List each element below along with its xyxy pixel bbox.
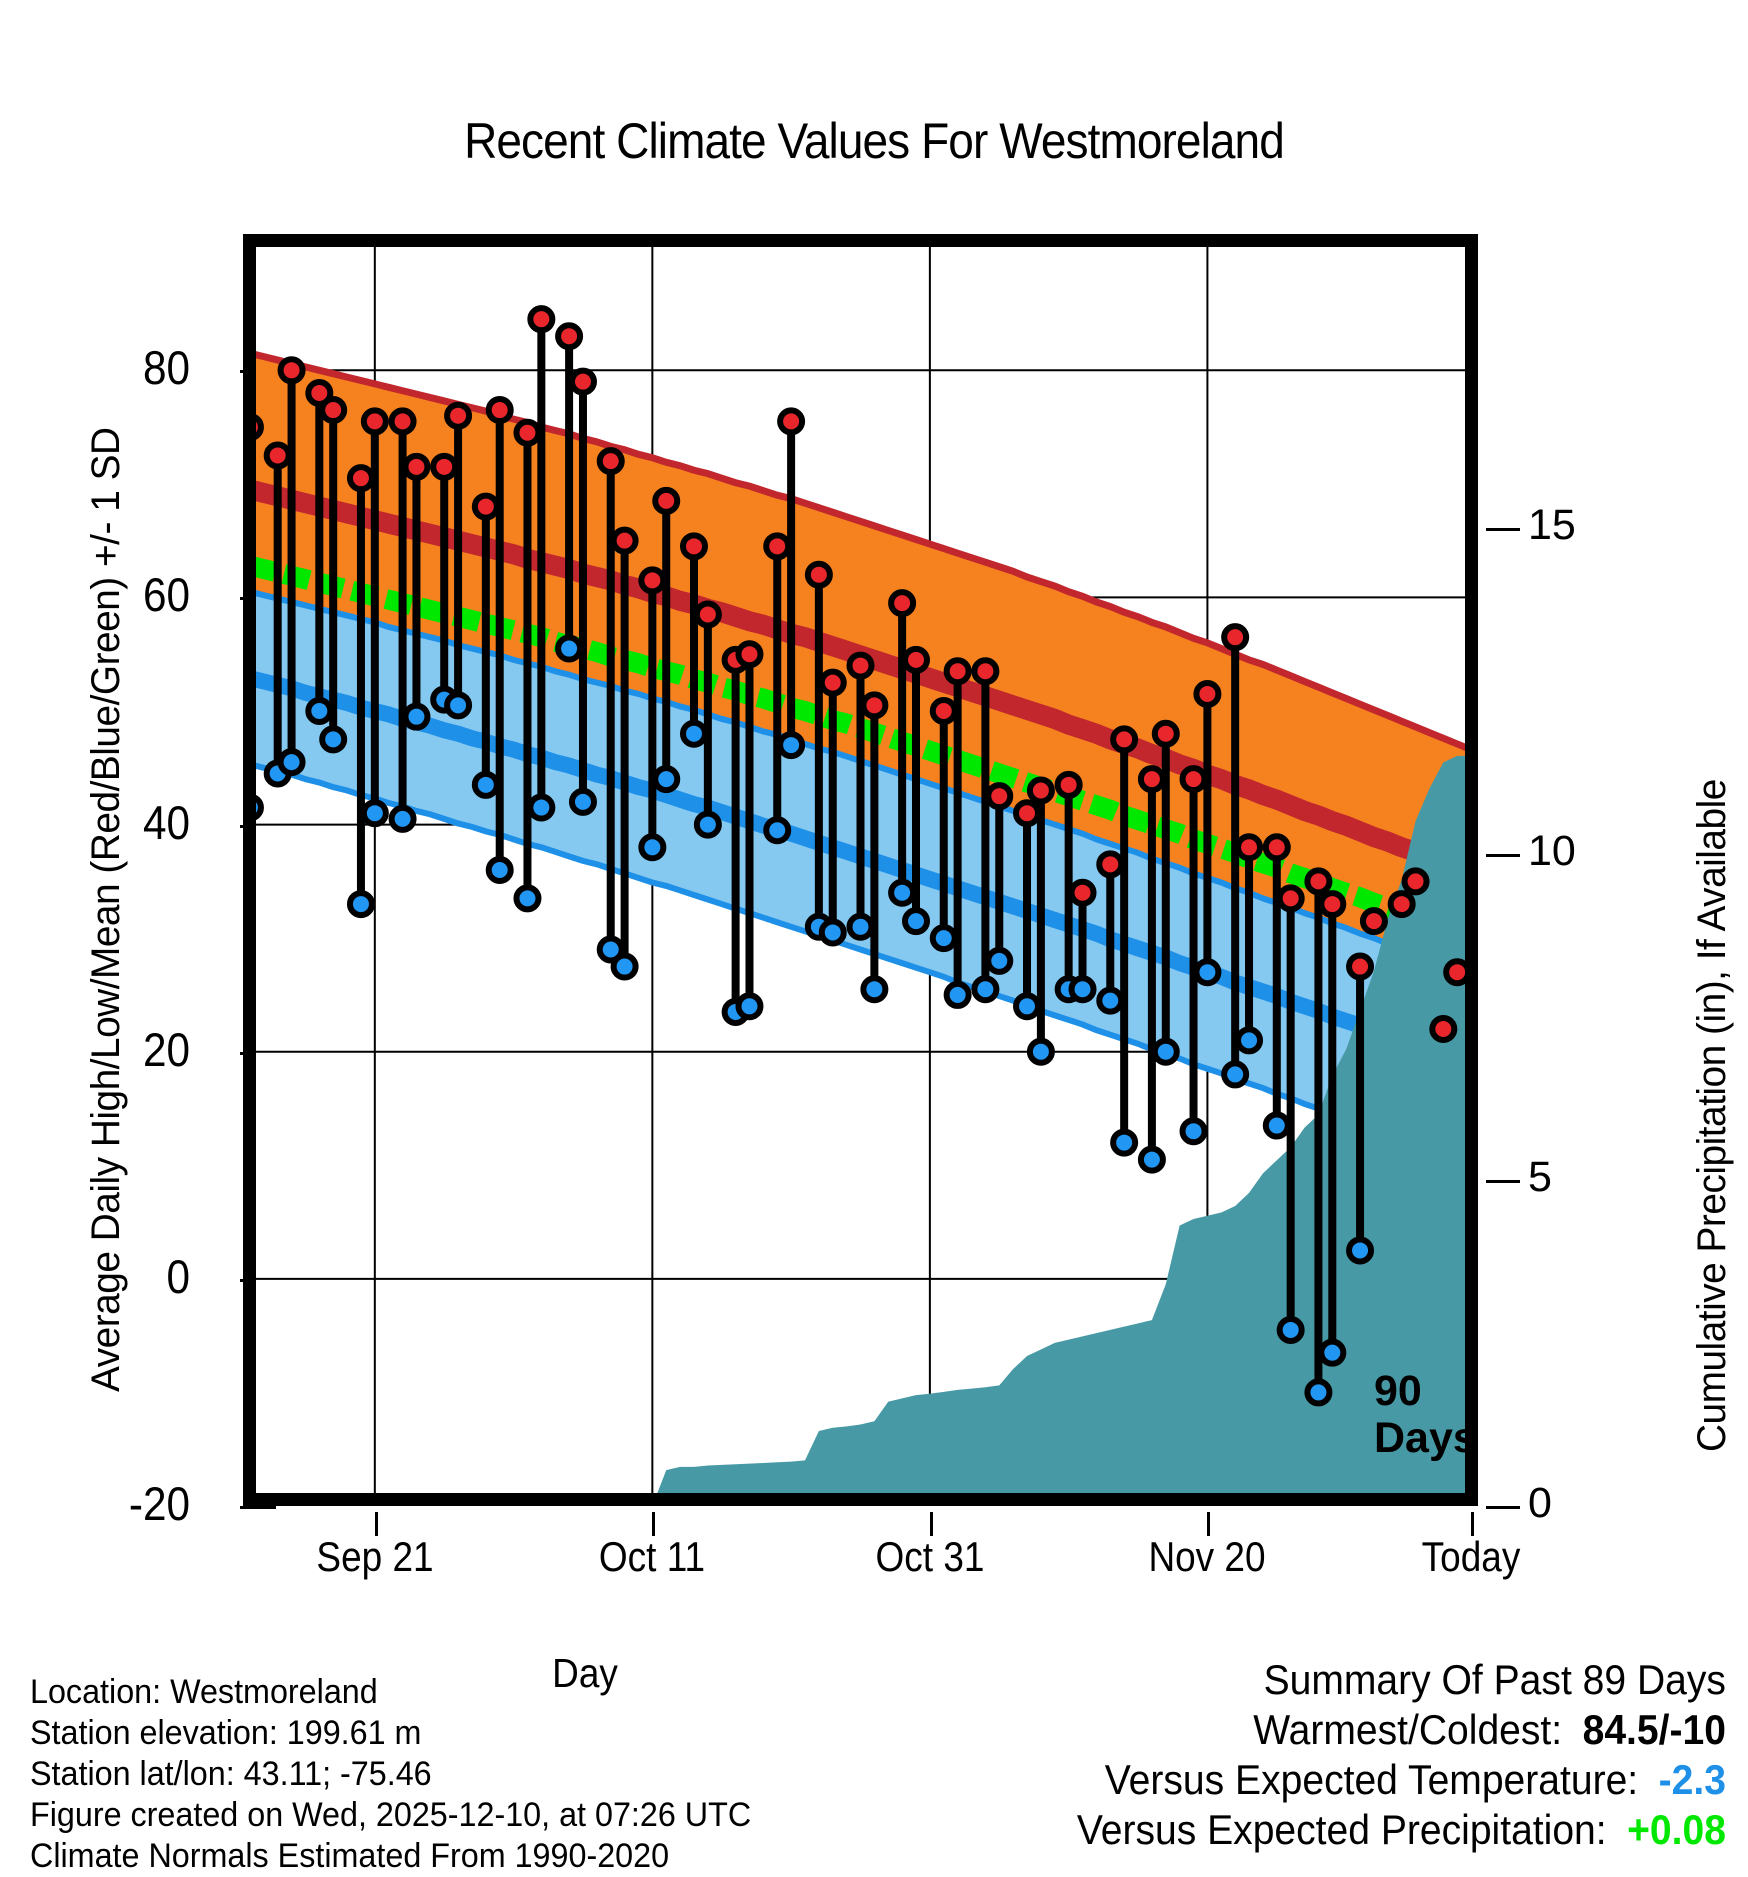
x-tick-mark [374,1512,378,1536]
summary-warmest-coldest: Warmest/Coldest: 84.5/-10 [1077,1705,1726,1755]
footer-line-normals: Climate Normals Estimated From 1990-2020 [30,1837,670,1875]
y2-tick-mark [1486,1179,1520,1183]
x-tick-today: Today [1421,1533,1521,1580]
days-window-annotation: 90 Days [1374,1368,1477,1462]
footer-line-elevation: Station elevation: 199.61 m [30,1714,422,1752]
x-tick-mark [1471,1512,1475,1536]
y-tick-20: 20 [142,1022,190,1076]
x-tick-nov-20: Nov 20 [1148,1533,1266,1580]
y-tick-0: 0 [166,1249,190,1303]
x-tick-mark [652,1512,656,1536]
climate-chart-svg [243,234,1478,1506]
y2-tick-mark [1486,1506,1520,1509]
summary-vs-precipitation: Versus Expected Precipitation: +0.08 [1077,1805,1726,1855]
y-axis-right-ticks: 0 5 10 15 [1486,0,1618,1828]
vs-precip-label: Versus Expected Precipitation: [1076,1806,1607,1853]
chart-clip [243,234,1478,1506]
chart-plot-area[interactable] [243,234,1478,1506]
footer-line-location: Location: Westmoreland [30,1673,378,1711]
y2-tick-15: 15 [1528,500,1576,549]
y2-tick-5: 5 [1528,1152,1552,1201]
footer-line-created: Figure created on Wed, 2025-12-10, at 07… [30,1796,752,1834]
x-tick-oct-31: Oct 31 [875,1533,985,1580]
y2-tick-0: 0 [1528,1479,1552,1527]
page-title: Recent Climate Values For Westmoreland [464,113,1285,169]
y2-tick-10: 10 [1528,826,1576,875]
y-tick-80: 80 [142,341,190,395]
footer-line-latlon: Station lat/lon: 43.11; -75.46 [30,1755,432,1793]
summary-vs-temperature: Versus Expected Temperature: -2.3 [1077,1755,1726,1805]
y-tick-mark [240,1506,276,1509]
x-tick-oct-11: Oct 11 [599,1533,706,1580]
days-count: 90 [1374,1367,1422,1415]
vs-precip-value: +0.08 [1627,1806,1726,1853]
y-tick-40: 40 [142,795,190,849]
warmest-coldest-value: 84.5/-10 [1582,1706,1726,1753]
y-axis-right-label: Cumulative Precipitation (in), If Availa… [1690,779,1734,1452]
y2-tick-mark [1486,527,1520,531]
days-word: Days [1374,1414,1477,1462]
summary-heading: Summary Of Past 89 Days [1263,1656,1726,1703]
x-tick-mark [929,1512,933,1536]
footer-station-info: Location: Westmoreland Station elevation… [30,1672,751,1877]
y-tick--20: -20 [128,1477,190,1530]
y-axis-left-ticks: -20 0 20 40 60 80 [60,0,276,1828]
y-tick-60: 60 [142,568,190,622]
summary-panel: Summary Of Past 89 Days Warmest/Coldest:… [1077,1655,1726,1855]
y2-tick-mark [1486,853,1520,857]
x-tick-mark [1207,1512,1211,1536]
vs-temp-value: -2.3 [1658,1756,1726,1803]
warmest-coldest-label: Warmest/Coldest: [1253,1706,1563,1753]
vs-temp-label: Versus Expected Temperature: [1104,1756,1639,1803]
x-axis-label: Day [552,1650,618,1696]
x-tick-sep-21: Sep 21 [316,1533,434,1580]
